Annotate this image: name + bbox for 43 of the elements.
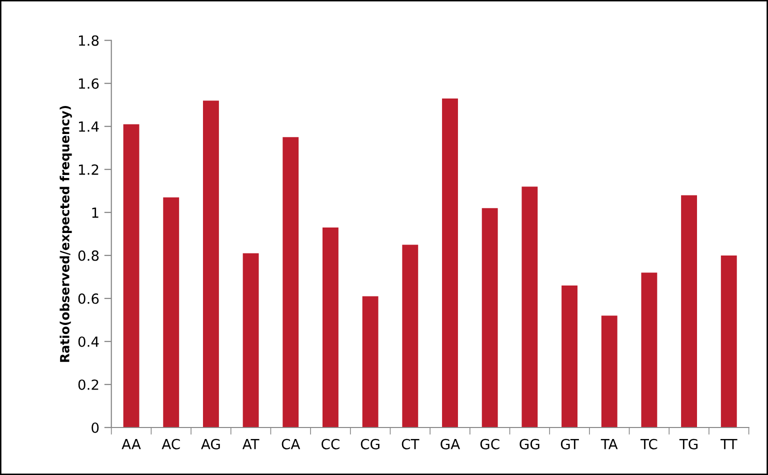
x-tick-label: AG	[201, 438, 220, 450]
bar	[601, 316, 618, 428]
bar	[402, 244, 418, 428]
bar	[322, 227, 338, 428]
bar	[482, 208, 498, 428]
x-tick-label: AA	[122, 439, 141, 450]
y-tick-label: 1.6	[78, 78, 99, 89]
bar	[681, 195, 698, 428]
bar	[641, 272, 658, 428]
y-tick-label: 0.6	[78, 293, 99, 304]
x-tick-label: GT	[560, 438, 579, 450]
y-tick-label: 0.2	[78, 379, 98, 390]
x-tick-label: GC	[480, 438, 500, 450]
x-tick-label: TA	[600, 439, 618, 450]
x-tick-label: GG	[520, 438, 540, 450]
bar	[362, 296, 378, 428]
x-tick-label: TC	[640, 438, 658, 450]
bar	[562, 286, 578, 428]
bar	[522, 186, 538, 428]
bar	[163, 197, 180, 428]
x-tick-label: CT	[402, 438, 420, 450]
bar	[242, 253, 259, 428]
x-tick-label: TG	[679, 438, 698, 450]
y-tick-label: 0	[92, 422, 99, 433]
x-tick-label: CA	[282, 438, 300, 450]
bar	[202, 100, 219, 428]
x-tick-label: GA	[440, 438, 460, 450]
y-tick-label: 1.2	[78, 164, 98, 175]
y-tick-label: 1.8	[78, 35, 99, 46]
y-tick-label: 0.8	[78, 250, 99, 261]
x-tick-label: AT	[242, 439, 260, 450]
bar	[442, 98, 458, 428]
y-axis-title: Ratio(observed/expected frequency)	[60, 106, 72, 362]
y-tick-label: 0.4	[78, 336, 99, 347]
x-tick-label: CC	[322, 438, 340, 450]
x-tick-label: CG	[360, 438, 380, 450]
x-tick-label: TT	[720, 439, 738, 450]
bar	[282, 137, 299, 428]
x-tick-label: AC	[162, 438, 180, 450]
bar	[720, 255, 737, 428]
y-tick-label: 1	[92, 208, 98, 218]
bar	[123, 124, 140, 428]
y-tick-label: 1.4	[78, 122, 99, 132]
